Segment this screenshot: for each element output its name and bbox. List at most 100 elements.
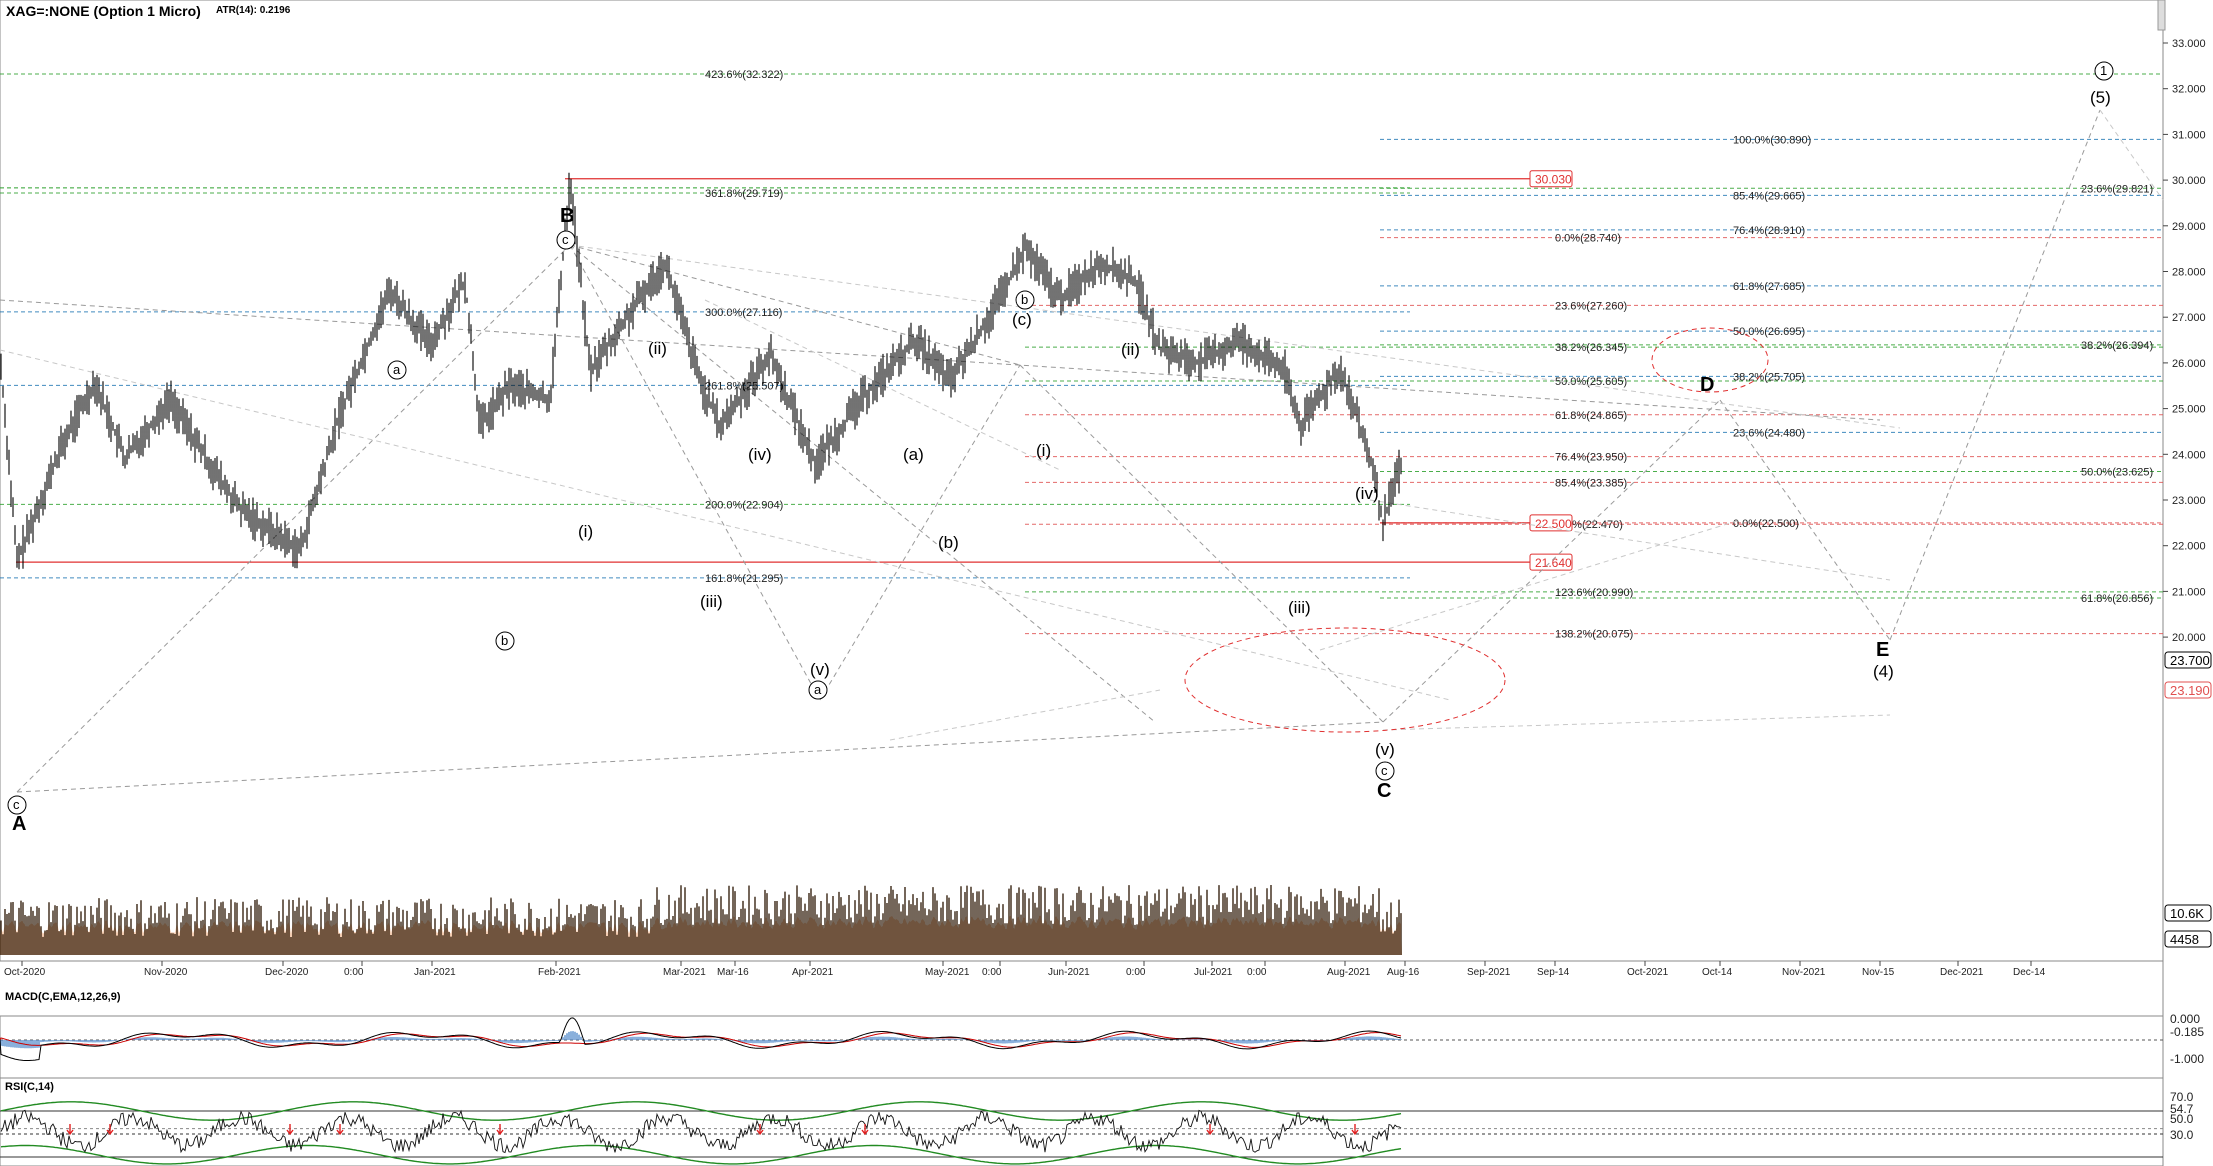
wave-label: a: [814, 682, 822, 697]
wave-label: (a): [903, 445, 924, 464]
rsi-signal-arrow: [1206, 1124, 1214, 1136]
rsi-signal-arrow: [336, 1124, 344, 1136]
rsi-signal-arrow: [496, 1124, 504, 1136]
wave-circle: [387, 360, 407, 380]
current-price-tag-text: 10.6K: [2170, 906, 2204, 921]
fib-label: 85.4%(23.385): [1555, 477, 1627, 489]
price-tick-label: 26.000: [2172, 358, 2206, 370]
time-tick-label: 0:00: [344, 967, 364, 978]
fib-label: 300.0%(27.116): [705, 307, 782, 319]
rsi-tick-label: 70.0: [2170, 1090, 2194, 1104]
rsi-lower-band: [0, 1144, 1402, 1165]
price-panel[interactable]: [0, 0, 2164, 962]
price-bars: [0, 172, 1402, 570]
price-tick-label: 31.000: [2172, 129, 2206, 141]
price-tag-box: [1529, 170, 1573, 188]
wave-label: (ii): [1121, 340, 1140, 359]
rsi-line: [0, 1109, 1402, 1154]
wave-label: B: [560, 205, 574, 227]
time-tick-label: Nov-15: [1862, 967, 1895, 978]
fib-label: 38.2%(25.705): [1733, 371, 1805, 383]
rsi-indicator: [0, 1101, 2163, 1165]
fib-label: 50.0%(23.625): [2081, 466, 2153, 478]
time-tick-label: Jul-2021: [1194, 967, 1233, 978]
wave-label: D: [1700, 374, 1714, 396]
price-tick-label: 24.000: [2172, 449, 2206, 461]
fib-levels: 423.6%(32.322) 361.8%(29.719) 300.0%(27.11…: [0, 69, 2163, 641]
time-tick-label: 0:00: [1126, 967, 1146, 978]
fib-label: 76.4%(28.910): [1733, 225, 1805, 237]
fib-label: 138.2%(20.075): [1555, 629, 1633, 641]
fib-label: 161.8%(21.295): [705, 573, 783, 585]
current-price-tag: [2164, 681, 2212, 699]
wave-label: 1: [2100, 63, 2107, 78]
volume-bars: [0, 885, 1402, 955]
wave-circle: [495, 631, 515, 651]
wave-label: (b): [938, 533, 959, 552]
trendline: [0, 299, 1881, 421]
volume-histogram: [0, 885, 1402, 955]
trendlines: [0, 109, 2164, 793]
trendline: [569, 244, 1901, 429]
ohlc-bars: [0, 172, 1402, 570]
wave-circle: [2094, 61, 2114, 81]
time-tick-label: Nov-2021: [1782, 967, 1826, 978]
price-tick-label: 32.000: [2172, 84, 2206, 96]
time-tick-label: 0:00: [1247, 967, 1267, 978]
macd-label: MACD(C,EMA,12,26,9): [5, 991, 121, 1003]
time-tick-label: Oct-2021: [1627, 967, 1669, 978]
rsi-panel[interactable]: [0, 1077, 2164, 1166]
trendline: [889, 689, 1161, 741]
fib-label: 23.6%(27.260): [1555, 300, 1627, 312]
trendline: [1719, 399, 1891, 641]
current-price-tag: [2164, 904, 2212, 922]
trendline: [569, 244, 821, 701]
time-tick-label: Feb-2021: [538, 967, 581, 978]
trendline: [1382, 399, 1721, 723]
wave-label: A: [12, 813, 26, 835]
macd-tick-label: 0.000: [2170, 1012, 2200, 1026]
fib-label: 361.8%(29.719): [705, 188, 783, 200]
macd-indicator: [0, 1017, 2163, 1061]
current-price-tag-text: 4458: [2170, 932, 2199, 947]
wave-circle: [1375, 761, 1395, 781]
axes: 33.000 32.000 31.000 30.000 29.000 28.000 27.0…: [4, 38, 2212, 1142]
rsi-tick-label: 50.0: [2170, 1112, 2194, 1126]
fib-label: 23.6%(29.821): [2081, 183, 2153, 195]
wave-labels: A B C D E(4) (5) 1 c c c a a b b (i) (i) (ii) (ii) (iii) (i…: [7, 61, 2114, 835]
current-price-tag-text: 23.190: [2170, 683, 2210, 698]
wave-label: c: [1381, 763, 1388, 778]
fib-label: 50.0%(26.695): [1733, 326, 1805, 338]
price-tick-label: 22.000: [2172, 541, 2206, 553]
wave-label: (i): [1036, 441, 1051, 460]
trendline: [1369, 499, 1891, 581]
time-tick-label: May-2021: [925, 967, 970, 978]
trendline: [1382, 714, 1891, 731]
wave-label: E: [1876, 639, 1889, 661]
price-tick-label: 20.000: [2172, 632, 2206, 644]
time-tick-label: Jan-2021: [414, 967, 456, 978]
rsi-upper-band: [0, 1101, 1402, 1121]
wave-circle: [1015, 290, 1035, 310]
time-tick-label: Sep-14: [1537, 967, 1570, 978]
time-tick-label: Sep-2021: [1467, 967, 1511, 978]
scroll-handle[interactable]: [2157, 0, 2166, 31]
rsi-signal-arrow: [756, 1124, 764, 1136]
macd-panel[interactable]: [0, 1015, 2164, 1079]
price-tag-text: 21.640: [1535, 556, 1572, 570]
macd-line: [0, 1017, 1402, 1061]
fib-label: 76.4%(23.950): [1555, 452, 1627, 464]
rsi-signal-arrow: [106, 1124, 114, 1136]
trendline: [819, 364, 1021, 701]
trendline: [2099, 109, 2164, 201]
wave-label: (i): [578, 522, 593, 541]
time-tick-label: Aug-2021: [1327, 967, 1371, 978]
price-tick-label: 33.000: [2172, 38, 2206, 50]
price-tag-text: 30.030: [1535, 173, 1572, 187]
wave-label: a: [393, 362, 401, 377]
time-tick-label: Dec-14: [2013, 967, 2046, 978]
time-tick-label: Aug-16: [1387, 967, 1420, 978]
price-tick-label: 30.000: [2172, 175, 2206, 187]
rsi-label: RSI(C,14): [5, 1081, 54, 1093]
